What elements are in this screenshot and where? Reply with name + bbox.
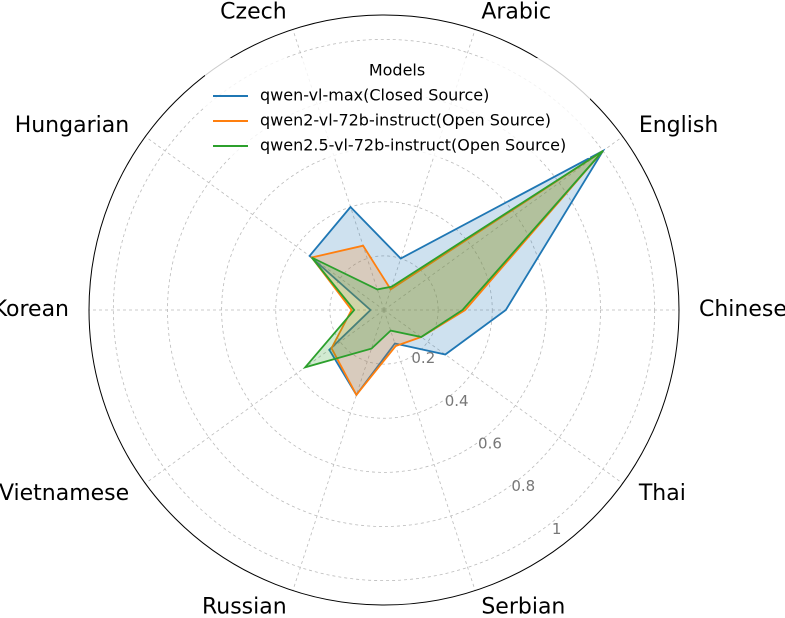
category-label: Hungarian: [15, 113, 129, 138]
legend-frame: [205, 58, 590, 158]
spoke: [383, 309, 623, 484]
series-line: [302, 150, 604, 369]
legend-label: qwen2-vl-72b-instruct(Open Source): [260, 111, 551, 130]
category-label: English: [639, 113, 718, 138]
series-area: [311, 150, 603, 395]
category-label: Arabic: [481, 0, 551, 24]
r-tick-label: 0.4: [445, 392, 469, 410]
category-label: Czech: [220, 0, 286, 24]
r-tick-label: 0.8: [511, 477, 535, 495]
spoke: [292, 309, 385, 591]
category-label: Korean: [0, 297, 69, 322]
category-label: Russian: [202, 595, 287, 614]
outer-frame: [88, 14, 680, 606]
category-label: Chinese: [699, 297, 785, 322]
spoke: [383, 29, 476, 311]
spoke: [383, 136, 623, 311]
category-label: Serbian: [481, 595, 565, 614]
series-area: [305, 150, 603, 368]
series-area: [309, 150, 603, 395]
r-tick-label: 0.6: [478, 434, 502, 452]
legend: Models qwen-vl-max(Closed Source) qwen2-vl…: [205, 58, 590, 158]
r-tick-label: 0.2: [411, 349, 435, 367]
category-label: Thai: [638, 481, 686, 506]
legend-title: Models: [369, 61, 425, 80]
spoke: [383, 309, 476, 591]
r-tick-label: 1: [552, 520, 562, 538]
spoke: [145, 309, 385, 484]
series-line: [308, 148, 606, 397]
spoke: [292, 29, 385, 311]
legend-label: qwen-vl-max(Closed Source): [260, 86, 489, 105]
spoke: [145, 136, 385, 311]
series-line: [310, 150, 604, 397]
legend-label: qwen2.5-vl-72b-instruct(Open Source): [260, 136, 566, 155]
category-label: Vietnamese: [0, 481, 129, 506]
